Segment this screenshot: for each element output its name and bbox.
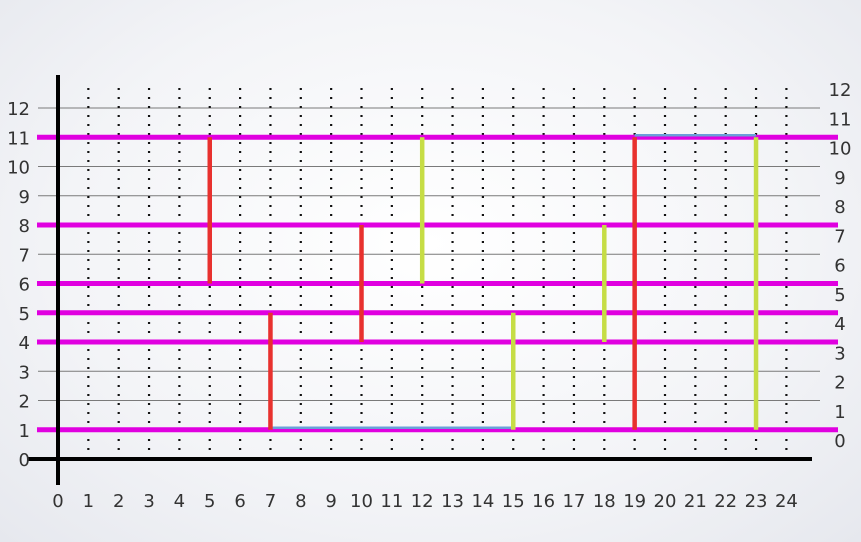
x-tick-label: 24	[775, 491, 798, 512]
y-tick-label-right: 3	[834, 343, 845, 364]
y-tick-label-right: 2	[834, 373, 845, 394]
y-tick-label-right: 1	[834, 402, 845, 423]
y-tick-label-left: 6	[19, 275, 30, 296]
x-tick-label: 10	[350, 491, 373, 512]
y-tick-label-left: 11	[7, 128, 30, 149]
x-tick-label: 19	[623, 491, 646, 512]
x-tick-label: 17	[562, 491, 585, 512]
x-tick-label: 9	[325, 491, 336, 512]
y-tick-label-right: 8	[834, 197, 845, 218]
y-tick-label-left: 10	[7, 158, 30, 179]
y-tick-label-left: 7	[19, 245, 30, 266]
y-tick-label-right: 11	[829, 109, 852, 130]
y-tick-label-right: 10	[829, 139, 852, 160]
y-tick-label-right: 5	[834, 285, 845, 306]
y-tick-label-right: 7	[834, 226, 845, 247]
x-tick-label: 5	[204, 491, 215, 512]
x-tick-label: 11	[380, 491, 403, 512]
x-tick-label: 20	[654, 491, 677, 512]
x-tick-label: 18	[593, 491, 616, 512]
y-tick-label-left: 3	[19, 362, 30, 383]
y-tick-label-right: 4	[834, 314, 845, 335]
x-tick-label: 12	[411, 491, 434, 512]
y-tick-label-left: 8	[19, 216, 30, 237]
x-tick-label: 6	[234, 491, 245, 512]
x-tick-label: 4	[174, 491, 185, 512]
x-tick-label: 16	[532, 491, 555, 512]
x-tick-label: 22	[714, 491, 737, 512]
y-tick-label-left: 1	[19, 421, 30, 442]
y-tick-label-right: 9	[834, 168, 845, 189]
x-tick-label: 13	[441, 491, 464, 512]
y-tick-label-right: 6	[834, 256, 845, 277]
y-tick-label-left: 5	[19, 304, 30, 325]
x-tick-label: 15	[502, 491, 525, 512]
x-tick-label: 8	[295, 491, 306, 512]
x-tick-label: 3	[143, 491, 154, 512]
x-tick-label: 7	[265, 491, 276, 512]
x-tick-label: 23	[745, 491, 768, 512]
x-tick-label: 2	[113, 491, 124, 512]
x-tick-label: 1	[83, 491, 94, 512]
y-tick-label-left: 0	[19, 450, 30, 471]
y-tick-label-left: 12	[7, 99, 30, 120]
x-tick-label: 21	[684, 491, 707, 512]
y-tick-label-left: 9	[19, 187, 30, 208]
y-tick-label-left: 2	[19, 392, 30, 413]
y-tick-label-left: 4	[19, 333, 30, 354]
x-tick-label: 14	[471, 491, 494, 512]
x-tick-label: 0	[52, 491, 63, 512]
y-tick-label-right: 0	[834, 431, 845, 452]
y-tick-label-right: 12	[829, 80, 852, 101]
